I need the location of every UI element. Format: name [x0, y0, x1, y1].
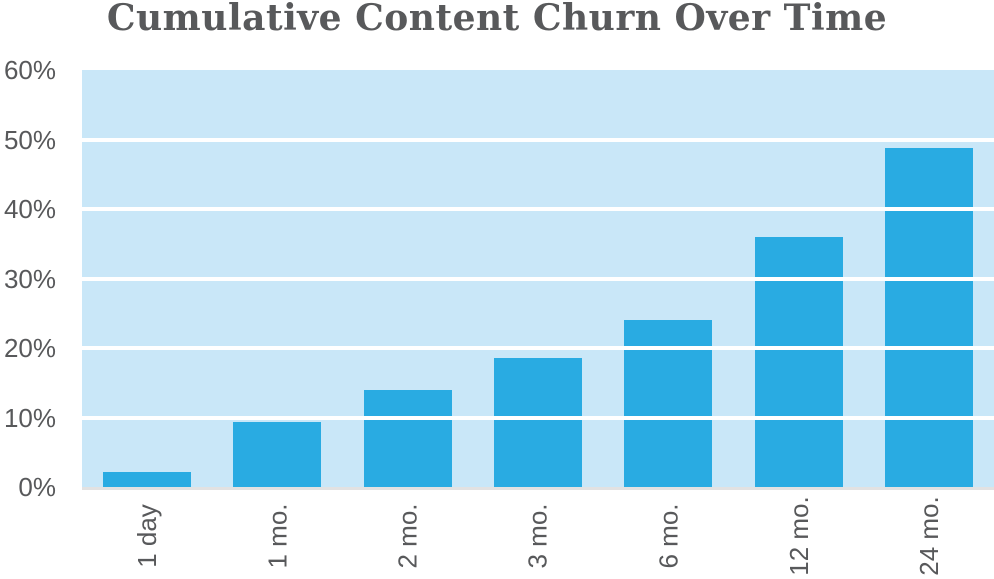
x-axis-tick-label: 6 mo.: [653, 502, 684, 569]
x-axis-baseline: [82, 487, 994, 490]
y-axis: 0% 10% 20% 30% 40% 50% 60%: [0, 57, 56, 500]
x-axis-slot: 3 mo.: [473, 492, 603, 579]
y-axis-tick-label: 0%: [18, 472, 56, 502]
x-axis-tick-label: 2 mo.: [392, 502, 423, 569]
bar-slot: [864, 70, 994, 487]
gridline: [82, 415, 994, 420]
bar-24-mo: [884, 147, 973, 487]
y-axis-tick-label: 30%: [3, 263, 56, 294]
bar-slot: [82, 70, 212, 487]
x-axis-slot: 12 mo.: [733, 492, 863, 579]
bar-3-mo: [493, 357, 582, 487]
gridline: [82, 137, 994, 142]
x-axis-slot: 6 mo.: [603, 492, 733, 579]
y-axis-tick-label: 60%: [3, 55, 56, 85]
y-axis-tick-label: 20%: [3, 333, 56, 364]
x-axis: 1 day 1 mo. 2 mo. 3 mo. 6 mo. 12 mo. 24 mo.: [82, 492, 994, 579]
x-axis-slot: 2 mo.: [343, 492, 473, 579]
plot-area: [82, 70, 994, 487]
x-axis-tick-label: 3 mo.: [522, 502, 553, 569]
x-axis-tick-label: 1 day: [132, 503, 163, 568]
bar-1-day: [103, 472, 192, 487]
gridline: [82, 207, 994, 212]
bar-slot: [343, 70, 473, 487]
bar-2-mo: [363, 390, 452, 487]
y-axis-tick-label: 50%: [3, 124, 56, 155]
bar-12-mo: [754, 236, 843, 487]
x-axis-slot: 1 day: [82, 492, 212, 579]
bar-6-mo: [624, 319, 713, 487]
gridline: [82, 346, 994, 351]
bar-1-mo: [233, 422, 322, 487]
x-axis-tick-label: 1 mo.: [262, 502, 293, 569]
chart-title: Cumulative Content Churn Over Time: [106, 0, 888, 39]
y-axis-tick-label: 10%: [3, 402, 56, 433]
y-axis-tick-label: 40%: [3, 194, 56, 225]
bar-slot: [473, 70, 603, 487]
gridline: [82, 276, 994, 281]
x-axis-tick-label: 12 mo.: [783, 495, 814, 576]
bar-slot: [212, 70, 342, 487]
x-axis-slot: 24 mo.: [864, 492, 994, 579]
x-axis-slot: 1 mo.: [212, 492, 342, 579]
x-axis-tick-label: 24 mo.: [913, 495, 944, 576]
